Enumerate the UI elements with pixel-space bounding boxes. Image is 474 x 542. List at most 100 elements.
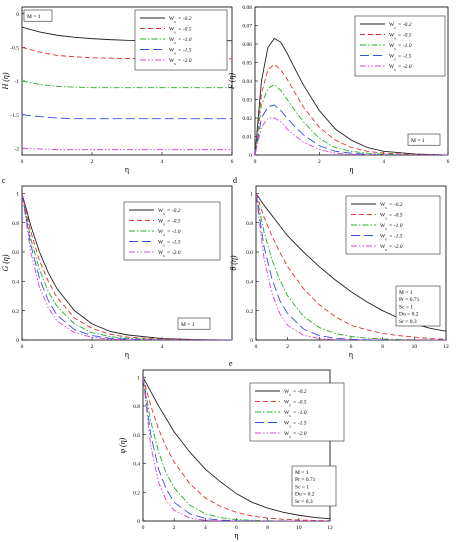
x-tick-label: 2 xyxy=(91,344,94,350)
info-box-line: Sc = 1 xyxy=(399,304,413,310)
series-group xyxy=(256,193,446,340)
series-line xyxy=(22,193,232,340)
info-box-line: Du = 0.2 xyxy=(295,492,315,498)
panel-label: e xyxy=(229,359,233,368)
info-box-line: M = 1 xyxy=(27,14,41,20)
info-box xyxy=(23,9,53,22)
y-tick-label: 0.8 xyxy=(246,221,253,227)
y-tick-label: 1 xyxy=(250,192,253,198)
legend-label: Ws = -0.5 xyxy=(284,400,307,408)
series-line xyxy=(143,376,330,520)
y-tick-label: 0.02 xyxy=(242,116,252,122)
x-tick-label: 6 xyxy=(350,344,353,350)
x-tick-label: 4 xyxy=(161,159,164,165)
plot-frame xyxy=(21,185,233,341)
series-line xyxy=(22,193,232,340)
series-line xyxy=(22,46,232,60)
legend-box xyxy=(123,201,221,261)
x-axis-label: η xyxy=(125,165,129,174)
legend-label: Ws = -1.5 xyxy=(169,48,192,56)
y-tick-label: 0.2 xyxy=(246,309,253,315)
series-line xyxy=(256,193,446,340)
y-tick-label: 0.4 xyxy=(246,280,253,286)
y-tick-label: 0 xyxy=(16,338,19,344)
panel-label: d xyxy=(233,176,237,185)
x-tick-label: 6 xyxy=(235,525,238,531)
legend-label: Ws = -1.0 xyxy=(380,223,403,231)
x-tick-label: 6 xyxy=(231,159,234,165)
x-tick-label: 2 xyxy=(286,344,289,350)
info-box xyxy=(395,285,441,327)
info-box-line: Sc = 1 xyxy=(295,484,309,490)
series-line xyxy=(255,117,448,155)
y-tick-label: -1 xyxy=(14,79,19,85)
x-tick-label: 2 xyxy=(173,525,176,531)
y-tick-label: 0.4 xyxy=(133,462,140,468)
info-box xyxy=(291,465,337,507)
legend-label: Ws = -2.0 xyxy=(389,64,412,72)
series-line xyxy=(22,114,232,120)
legend-label: Ws = -2.0 xyxy=(380,244,403,252)
legend-label: Ws = -1.0 xyxy=(389,43,412,51)
y-tick-label: 0.8 xyxy=(133,404,140,410)
x-tick-label: 12 xyxy=(327,525,333,531)
x-tick-label: 0 xyxy=(142,525,145,531)
y-tick-label: 0.2 xyxy=(12,309,19,315)
info-box-line: M = 1 xyxy=(295,470,309,476)
legend-label: Ws = -1.5 xyxy=(389,54,412,62)
series-line xyxy=(256,193,446,340)
panel-label: c xyxy=(2,176,6,185)
y-axis-label: H (η) xyxy=(1,72,10,90)
x-tick-label: 0 xyxy=(21,159,24,165)
series-group xyxy=(143,376,330,521)
legend-label: Ws = -0.2 xyxy=(284,389,307,397)
y-tick-label: 0.4 xyxy=(12,280,19,286)
legend-label: Ws = -0.2 xyxy=(169,16,192,24)
series-line xyxy=(255,37,448,155)
y-tick-label: 0 xyxy=(137,519,140,525)
y-axis-label: φ (η) xyxy=(118,437,127,453)
info-box-line: Sr = 0.3 xyxy=(295,499,313,505)
info-box xyxy=(407,133,441,146)
legend-label: Ws = -2.0 xyxy=(169,58,192,65)
legend-label: Ws = -0.5 xyxy=(380,213,403,221)
y-axis-label: F (η) xyxy=(227,73,236,91)
y-tick-label: -0.5 xyxy=(10,46,19,52)
y-axis-label: θ (η) xyxy=(229,255,238,271)
info-box-line: Pr = 0.71 xyxy=(399,297,420,303)
chart-H: 0 -0.5 -1 -1.5 -2 0 2 4 6 η H (η) Ws = -0.2 Ws = -0.5 W… xyxy=(1,6,234,174)
info-box-line: Pr = 0.71 xyxy=(295,477,316,483)
series-line xyxy=(256,193,446,340)
y-tick-label: 0 xyxy=(249,153,252,159)
y-tick-label: 1 xyxy=(16,192,19,198)
x-tick-label: 8 xyxy=(266,525,269,531)
chart-G: 0 0.2 0.4 0.6 0.8 1 0 2 4 η G (η) c Ws = -0.2 Ws = -0.5… xyxy=(1,176,233,359)
y-tick-label: 0.2 xyxy=(133,490,140,496)
legend-label: Ws = -1.5 xyxy=(284,421,307,429)
legend-label: Ws = -0.5 xyxy=(158,219,181,227)
series-line xyxy=(22,80,232,89)
x-tick-label: 6 xyxy=(447,159,450,165)
info-box xyxy=(177,317,211,330)
y-tick-label: 1 xyxy=(137,375,140,381)
y-axis-label: G (η) xyxy=(1,254,10,271)
legend-box xyxy=(134,9,228,71)
x-tick-label: 2 xyxy=(318,159,321,165)
y-tick-label: 0.07 xyxy=(242,24,252,30)
x-tick-label: 0 xyxy=(255,344,258,350)
y-tick-label: 0.6 xyxy=(133,433,140,439)
legend-box xyxy=(345,195,441,255)
x-tick-label: 12 xyxy=(443,344,449,350)
y-tick-label: 0.03 xyxy=(242,98,252,104)
legend-label: Ws = -0.5 xyxy=(389,33,412,41)
legend-label: Ws = -0.2 xyxy=(380,202,403,210)
info-box-line: Du = 0.2 xyxy=(399,312,419,318)
legend-label: Ws = -2.0 xyxy=(158,250,181,258)
y-tick-label: 0.6 xyxy=(12,250,19,256)
info-box-line: M = 1 xyxy=(181,322,195,328)
x-axis-label: η xyxy=(125,350,129,359)
y-tick-label: 0.06 xyxy=(242,42,252,48)
series-group xyxy=(22,193,232,340)
